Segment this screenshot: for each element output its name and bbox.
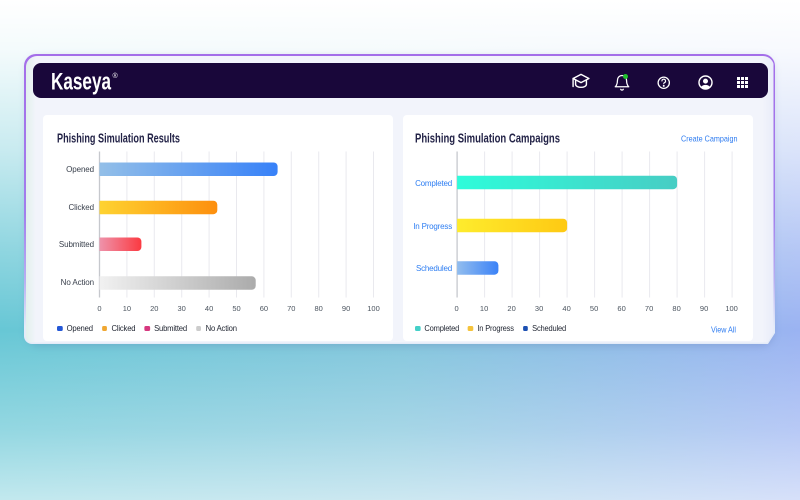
svg-text:®: ®	[113, 72, 119, 80]
svg-text:Create Campaign: Create Campaign	[681, 134, 738, 144]
svg-text:Phishing Simulation Campaigns: Phishing Simulation Campaigns	[415, 132, 560, 146]
svg-text:Kaseya: Kaseya	[51, 68, 111, 95]
svg-text:View All: View All	[711, 324, 736, 334]
svg-text:Phishing Simulation Results: Phishing Simulation Results	[57, 132, 180, 146]
